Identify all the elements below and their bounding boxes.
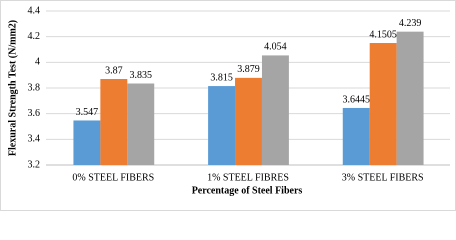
- bar: [396, 31, 424, 165]
- bar: [73, 120, 101, 165]
- y-axis-title: Flexural Strength Test (N/mm2): [7, 20, 18, 156]
- bar: [342, 107, 370, 165]
- chart: Flexural Strength Test (N/mm2) Percentag…: [0, 0, 456, 211]
- data-label: 3.815: [210, 72, 233, 83]
- y-tick-label: 3.2: [28, 159, 41, 170]
- x-axis-title: Percentage of Steel Fibers: [192, 185, 303, 196]
- bar: [369, 43, 397, 165]
- x-tick-label: 3% STEEL FIBERS: [342, 172, 424, 183]
- y-tick-label: 3.4: [28, 134, 41, 145]
- bar: [261, 55, 289, 165]
- bar: [127, 83, 155, 165]
- bar: [208, 86, 236, 165]
- data-label: 3.835: [130, 70, 153, 81]
- y-tick-label: 3.8: [28, 82, 41, 93]
- y-tick-label: 4.4: [28, 5, 41, 16]
- bar: [235, 77, 262, 165]
- data-label: 4.054: [264, 42, 287, 53]
- data-label: 4.239: [399, 18, 422, 29]
- y-tick-label: 4.2: [28, 31, 41, 42]
- y-tick-label: 3.6: [28, 108, 41, 119]
- data-label: 3.547: [76, 107, 99, 118]
- y-tick-label: 4: [35, 57, 40, 68]
- bar: [100, 79, 128, 165]
- data-label: 4.1505: [369, 29, 397, 40]
- x-tick-label: 0% STEEL FIBERS: [72, 172, 154, 183]
- data-label: 3.879: [237, 64, 260, 75]
- data-label: 3.87: [105, 65, 123, 76]
- x-tick-label: 1% STEEL FIBRES: [207, 172, 289, 183]
- data-label: 3.6445: [342, 94, 370, 105]
